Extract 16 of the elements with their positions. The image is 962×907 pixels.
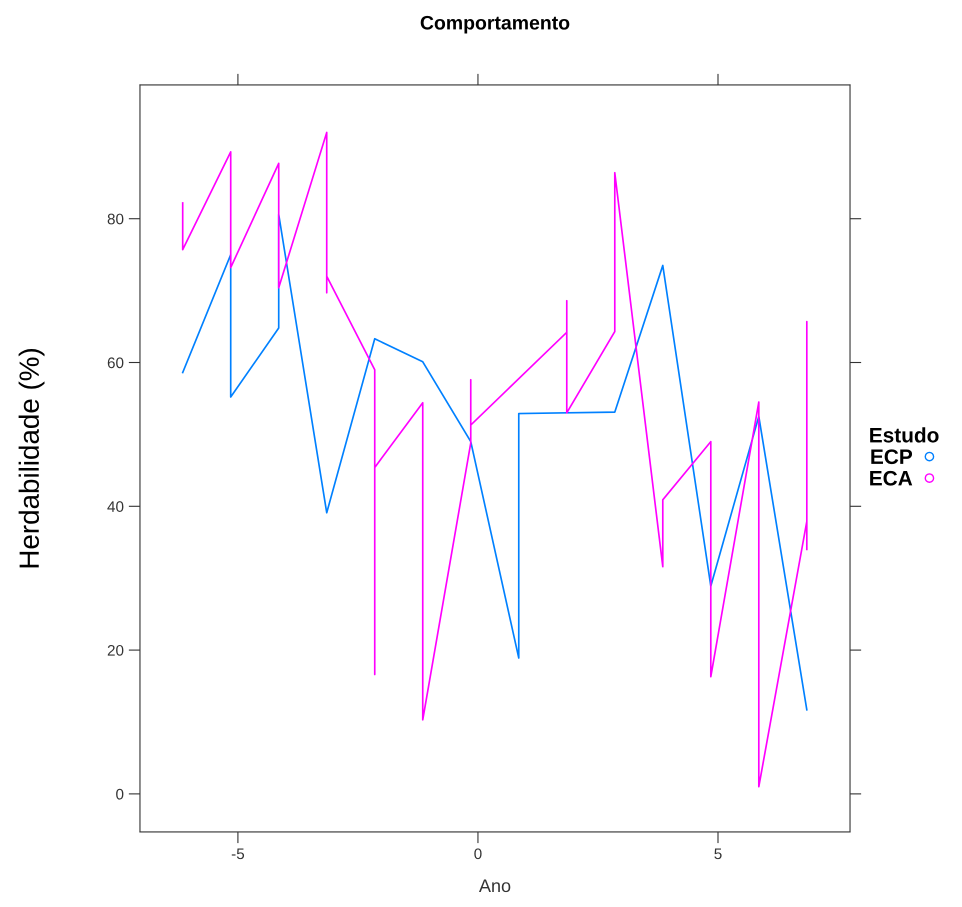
legend-title: Estudo bbox=[870, 427, 939, 443]
x-tick-label: -5 bbox=[232, 848, 244, 860]
legend-label: ECA bbox=[870, 470, 912, 486]
legend-label: ECP bbox=[871, 449, 912, 464]
y-tick-label: 40 bbox=[107, 501, 124, 512]
y-tick-label: 20 bbox=[108, 644, 124, 656]
chart-title: Comportamento bbox=[420, 16, 570, 34]
line-series bbox=[182, 132, 808, 788]
line-series bbox=[182, 214, 808, 711]
x-axis-title: Ano bbox=[478, 880, 510, 892]
y-tick-label: 80 bbox=[108, 214, 124, 224]
y-axis-title: Herdabilidade (%) bbox=[18, 349, 44, 568]
x-tick-label: 0 bbox=[474, 848, 482, 860]
y-tick-label: 60 bbox=[108, 357, 124, 368]
x-tick-label: 5 bbox=[714, 848, 722, 860]
y-tick-label: 0 bbox=[116, 788, 124, 800]
